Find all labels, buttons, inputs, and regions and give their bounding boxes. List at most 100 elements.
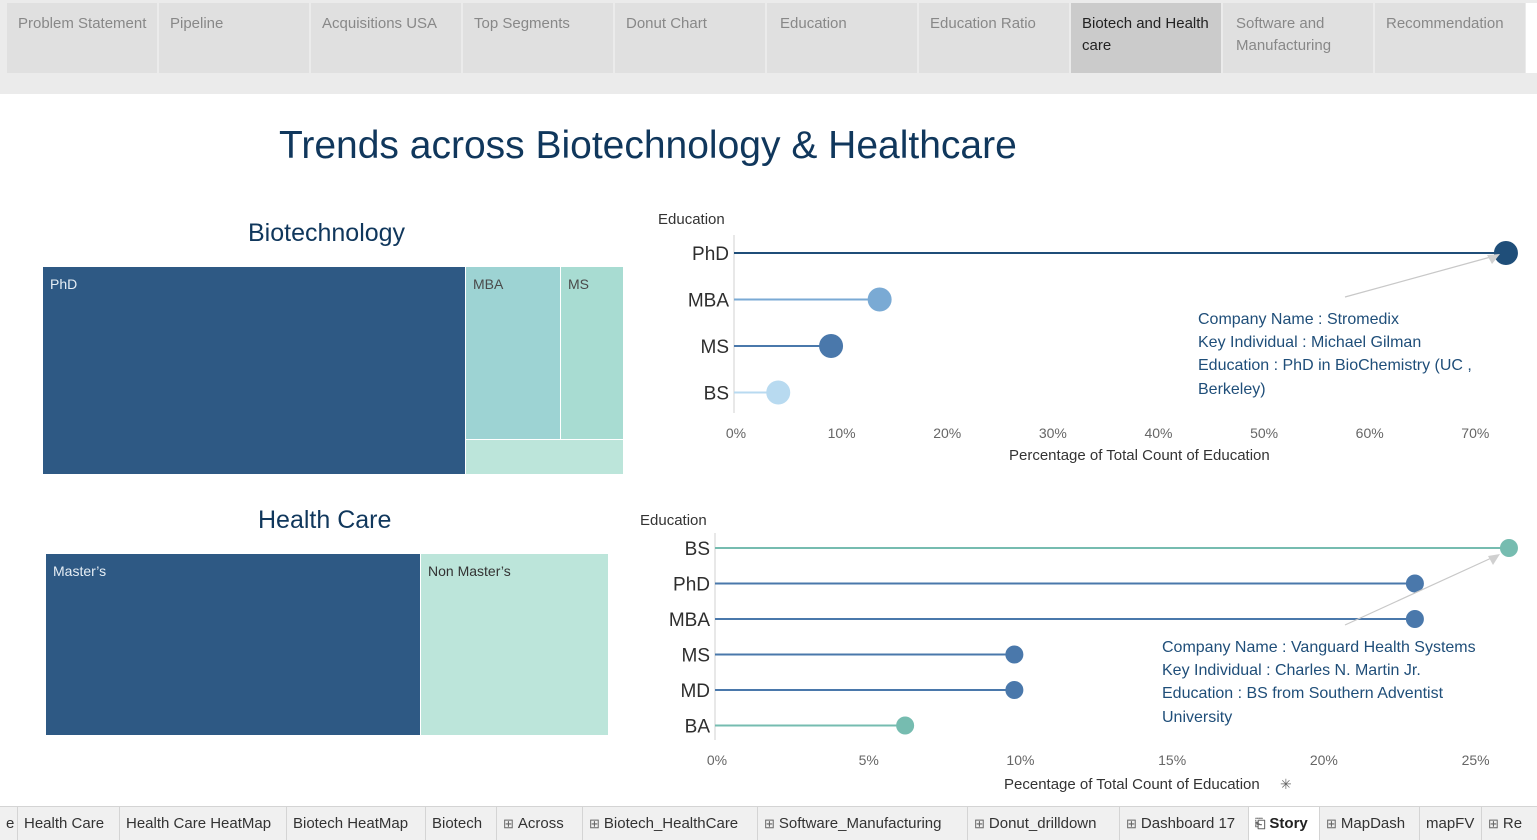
x-tick-label: 10% [1006, 752, 1034, 768]
sheet-tab-biotech-heatmap[interactable]: Biotech HeatMap [287, 807, 426, 840]
x-tick-label: 20% [1310, 752, 1338, 768]
lollipop-dot[interactable] [1005, 645, 1024, 664]
story-point-label: Acquisitions USA [322, 15, 438, 32]
x-tick-label: 30% [1039, 425, 1067, 441]
treemap-cell-masters[interactable]: Master’s [46, 554, 420, 735]
sheet-tab-donut-drilldown[interactable]: ⊞ Donut_drilldown [968, 807, 1120, 840]
story-point-education[interactable]: Education [767, 3, 917, 73]
dashboard-icon: ⊞ [1326, 816, 1337, 831]
sheet-tab-across[interactable]: ⊞ Across [497, 807, 583, 840]
lollipop-dot[interactable] [1405, 610, 1424, 628]
lollipop-dot[interactable] [1405, 574, 1424, 593]
category-label: PhD [673, 575, 710, 596]
treemap-cell-label: Non Master’s [428, 563, 511, 579]
health-care-title: Health Care [258, 506, 392, 534]
lollipop-dot[interactable] [819, 334, 844, 358]
x-axis-ticks: 0% 10% 20% 30% 40% 50% 60% 70% [726, 425, 1489, 441]
sheet-tab-re[interactable]: ⊞ Re [1482, 807, 1537, 840]
sheet-tab-label: Software_Manufacturing [778, 815, 942, 832]
story-point-label: Pipeline [170, 15, 224, 32]
sheet-tab-dashboard-17[interactable]: ⊞ Dashboard 17 [1120, 807, 1249, 840]
lollipop-dot[interactable] [867, 287, 892, 312]
category-label: MBA [669, 610, 711, 631]
story-point-label: Software and Manufacturing [1236, 15, 1332, 54]
sheet-tab-story[interactable]: ⎗ Story [1249, 807, 1320, 840]
chart-marks: PhD MBA MS BS [688, 235, 1518, 413]
x-tick-label: 15% [1158, 752, 1186, 768]
x-tick-label: 20% [933, 425, 961, 441]
sheet-tab-label: Donut_drilldown [988, 815, 1097, 832]
annotation-arrowhead [1488, 554, 1500, 565]
annotation-line: Key Individual : Michael Gilman [1198, 334, 1421, 351]
treemap-cell-phd[interactable]: PhD [43, 267, 465, 474]
treemap-cell-mba[interactable]: MBA [466, 267, 560, 439]
treemap-cell-bs[interactable] [466, 440, 623, 474]
sheet-tab-label: mapFV [1426, 815, 1475, 832]
treemap-cell-non-masters[interactable]: Non Master’s [421, 554, 608, 735]
category-label: BA [685, 717, 711, 738]
sheet-tab-e[interactable]: e [0, 807, 18, 840]
story-point-acquisitions-usa[interactable]: Acquisitions USA [311, 3, 461, 73]
sheet-tab-label: Biotech [432, 815, 483, 832]
story-point-label: Biotech and Health care [1082, 15, 1209, 54]
story-point-donut-chart[interactable]: Donut Chart [615, 3, 765, 73]
lollipop-dot[interactable] [1499, 539, 1518, 557]
story-point-problem-statement[interactable]: Problem Statement [7, 3, 157, 73]
sheet-tab-health-care-heatmap[interactable]: Health Care HeatMap [120, 807, 287, 840]
annotation-pointer-line [1344, 254, 1499, 298]
treemap-cell-label: PhD [50, 276, 78, 292]
annotation-pointer-line [1344, 554, 1499, 626]
story-point-education-ratio[interactable]: Education Ratio [919, 3, 1069, 73]
sheet-tab-mapdash[interactable]: ⊞ MapDash [1320, 807, 1420, 840]
story-point-recommendation[interactable]: Recommendation [1375, 3, 1525, 73]
sheet-tab-health-care[interactable]: Health Care [18, 807, 120, 840]
health-care-education-lollipop-chart: Education BS PhD MBA MS MD BA 0% 5% 10% 15% 20% 25… [640, 512, 1518, 793]
story-point-label: Recommendation [1386, 15, 1504, 32]
sheet-tab-software-manufacturing[interactable]: ⊞ Software_Manufacturing [758, 807, 968, 840]
x-tick-label: 25% [1462, 752, 1490, 768]
sheet-tab-label: Re [1502, 815, 1523, 832]
x-tick-label: 60% [1356, 425, 1384, 441]
dashboard-title: Trends across Biotechnology & Healthcare [279, 124, 1017, 167]
dashboard-icon: ⊞ [764, 816, 775, 831]
story-point-software-manufacturing[interactable]: Software and Manufacturing [1223, 3, 1373, 73]
story-point-pipeline[interactable]: Pipeline [159, 3, 309, 73]
y-axis-title: Education [658, 211, 725, 228]
treemap-cell-ms[interactable]: MS [561, 267, 623, 439]
treemap-cell-label: MBA [473, 276, 504, 292]
lollipop-dot[interactable] [766, 380, 791, 405]
sheet-tab-biotech[interactable]: Biotech [426, 807, 497, 840]
sheet-tab-label: Health Care [24, 815, 105, 832]
sheet-tab-biotech-healthcare[interactable]: ⊞ Biotech_HealthCare [583, 807, 758, 840]
category-label: BS [685, 539, 710, 560]
sheet-tab-label: Story [1269, 815, 1308, 832]
lollipop-dot[interactable] [1005, 681, 1024, 699]
x-axis-title: Pecentage of Total Count of Education [1004, 776, 1260, 793]
annotation-callout: Company Name : Stromedix Key Individual … [1198, 311, 1472, 398]
story-icon: ⎗ [1255, 816, 1266, 831]
sheet-tab-label: Dashboard 17 [1140, 815, 1236, 832]
lollipop-dot[interactable] [1493, 241, 1518, 265]
story-point-biotech-health-care[interactable]: Biotech and Health care [1071, 3, 1221, 73]
x-tick-label: 50% [1250, 425, 1278, 441]
dashboard-icon: ⊞ [503, 816, 514, 831]
category-label: MS [701, 337, 730, 358]
lollipop-dot[interactable] [896, 716, 915, 735]
sheet-tab-mapfv[interactable]: mapFV [1420, 807, 1482, 840]
story-navigator: Problem Statement Pipeline Acquisitions … [0, 0, 1537, 94]
story-point-label: Education [780, 15, 847, 32]
x-axis-ticks: 0% 5% 10% 15% 20% 25% [707, 752, 1490, 768]
annotation-line: University [1162, 709, 1232, 726]
category-label: MS [682, 646, 711, 667]
story-point-label: Donut Chart [626, 15, 707, 32]
treemap-cell-label: MS [568, 276, 589, 292]
category-label: PhD [692, 244, 729, 265]
dashboard-icon: ⊞ [974, 816, 985, 831]
treemap-cell-label: Master’s [53, 563, 107, 579]
dashboard-icon: ⊞ [1488, 816, 1499, 831]
story-point-top-segments[interactable]: Top Segments [463, 3, 613, 73]
annotation-callout: Company Name : Vanguard Health Systems K… [1162, 639, 1476, 726]
pin-icon[interactable]: ✳ [1280, 776, 1292, 792]
dashboard-icon: ⊞ [1126, 816, 1137, 831]
annotation-arrowhead [1487, 254, 1500, 264]
